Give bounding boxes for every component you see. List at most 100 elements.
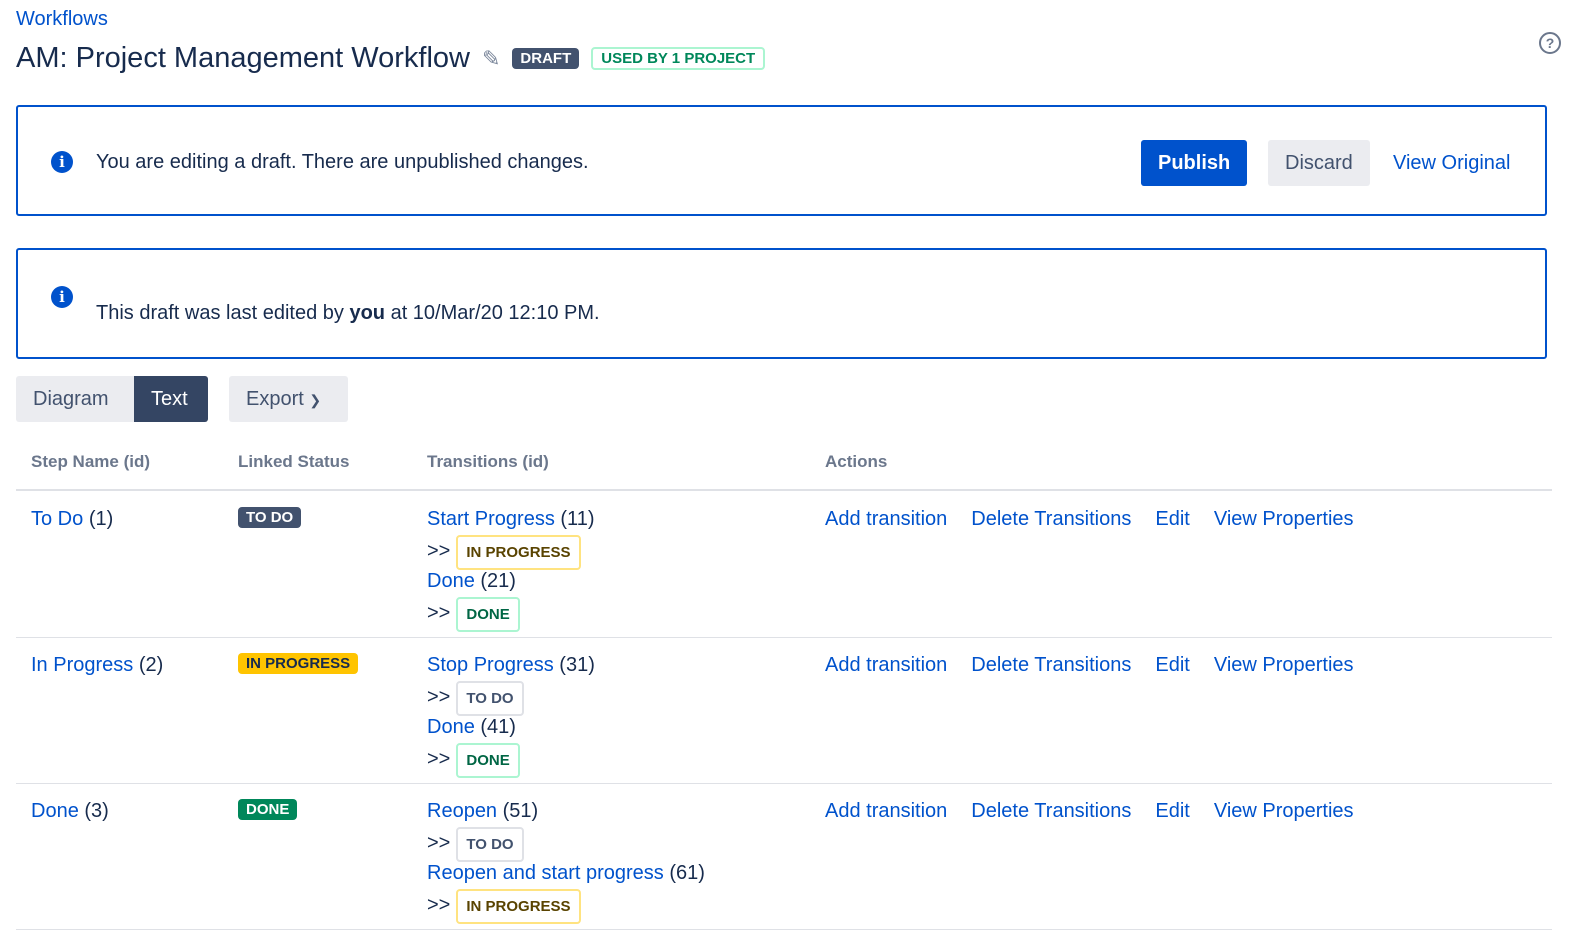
step-name-link[interactable]: To Do (31, 508, 84, 530)
view-original-link[interactable]: View Original (1393, 152, 1511, 174)
info-icon: i (51, 286, 73, 308)
header-divider (16, 489, 1552, 491)
export-label: Export (246, 388, 304, 410)
arrow-label: >> (427, 832, 451, 854)
status-cell: DONE (238, 797, 298, 820)
row-divider (16, 783, 1552, 784)
header-actions: Actions (825, 452, 888, 471)
transition-target: >> TO DO (427, 827, 705, 862)
pencil-icon[interactable]: ✎ (481, 45, 501, 71)
draft-badge: DRAFT (512, 48, 580, 69)
actions-cell: Add transition Delete Transitions Edit V… (825, 505, 1354, 533)
transition-link[interactable]: Stop Progress (427, 654, 554, 676)
target-status-lozenge: IN PROGRESS (456, 535, 581, 570)
arrow-label: >> (427, 602, 451, 624)
publish-button[interactable]: Publish (1141, 140, 1248, 186)
linked-status-lozenge: IN PROGRESS (238, 653, 359, 674)
transition: Stop Progress (31) (427, 650, 595, 681)
step-cell: Done (3) (31, 797, 109, 825)
transition-link[interactable]: Start Progress (427, 508, 555, 530)
transitions-cell: Stop Progress (31) >> TO DO Done (41) >> DO… (427, 650, 595, 778)
arrow-label: >> (427, 686, 451, 708)
target-status-lozenge: TO DO (456, 681, 524, 716)
transition-target: >> DONE (427, 743, 595, 778)
info-icon: i (51, 151, 73, 173)
transition: Start Progress (11) (427, 504, 594, 535)
target-status-lozenge: TO DO (456, 827, 524, 862)
view-properties-link[interactable]: View Properties (1213, 800, 1354, 822)
transition-link[interactable]: Done (427, 570, 475, 592)
status-cell: TO DO (238, 505, 302, 528)
page-title: AM: Project Management Workflow (16, 42, 470, 74)
draft-message: You are editing a draft. There are unpub… (96, 151, 589, 173)
message-user: you (349, 302, 386, 324)
arrow-label: >> (427, 894, 451, 916)
header-transitions: Transitions (id) (427, 452, 549, 471)
transition: Done (41) (427, 712, 595, 743)
transition-id: (11) (560, 508, 595, 530)
step-name-link[interactable]: Done (31, 800, 79, 822)
delete-transitions-link[interactable]: Delete Transitions (971, 508, 1132, 530)
transition-link[interactable]: Done (427, 716, 475, 738)
transition-id: (51) (502, 800, 539, 822)
transition-target: >> TO DO (427, 681, 595, 716)
arrow-label: >> (427, 748, 451, 770)
transition-id: (61) (669, 862, 705, 884)
step-name-link[interactable]: In Progress (31, 654, 134, 676)
discard-button[interactable]: Discard (1268, 140, 1370, 186)
transition-id: (41) (480, 716, 516, 738)
transitions-cell: Reopen (51) >> TO DO Reopen and start prog… (427, 796, 705, 924)
chevron-down-icon: ❯ (309, 392, 322, 408)
transition-target: >> IN PROGRESS (427, 535, 594, 570)
target-status-lozenge: DONE (456, 597, 520, 632)
step-cell: In Progress (2) (31, 651, 163, 679)
row-divider (16, 929, 1552, 930)
transition: Done (21) (427, 566, 594, 597)
draft-banner: i You are editing a draft. There are unp… (16, 105, 1547, 216)
step-id: (2) (138, 654, 164, 676)
step-cell: To Do (1) (31, 505, 113, 533)
edit-link[interactable]: Edit (1155, 800, 1190, 822)
edit-link[interactable]: Edit (1155, 508, 1190, 530)
transition-id: (21) (480, 570, 516, 592)
status-cell: IN PROGRESS (238, 651, 359, 674)
transition-target: >> DONE (427, 597, 594, 632)
linked-status-lozenge: TO DO (238, 507, 302, 528)
transitions-cell: Start Progress (11) >> IN PROGRESS Done (2… (427, 504, 594, 632)
transition: Reopen and start progress (61) (427, 858, 705, 889)
transition-target: >> IN PROGRESS (427, 889, 705, 924)
edit-link[interactable]: Edit (1155, 654, 1190, 676)
target-status-lozenge: IN PROGRESS (456, 889, 581, 924)
transition-id: (31) (559, 654, 595, 676)
view-properties-link[interactable]: View Properties (1213, 654, 1354, 676)
used-by-badge[interactable]: USED BY 1 PROJECT (591, 47, 766, 70)
add-transition-link[interactable]: Add transition (825, 654, 948, 676)
delete-transitions-link[interactable]: Delete Transitions (971, 800, 1132, 822)
linked-status-lozenge: DONE (238, 799, 298, 820)
last-edited-message: This draft was last edited by you at 10/… (96, 302, 600, 325)
last-edited-banner: i This draft was last edited by you at 1… (16, 248, 1547, 359)
view-properties-link[interactable]: View Properties (1213, 508, 1354, 530)
header-step: Step Name (id) (31, 452, 151, 471)
row-divider (16, 637, 1552, 638)
page-header: AM: Project Management Workflow ✎ DRAFT … (16, 42, 766, 75)
tab-text[interactable]: Text (134, 376, 208, 422)
message-prefix: This draft was last edited by (96, 302, 350, 324)
arrow-label: >> (427, 540, 451, 562)
help-icon[interactable]: ? (1539, 32, 1561, 54)
add-transition-link[interactable]: Add transition (825, 508, 948, 530)
actions-cell: Add transition Delete Transitions Edit V… (825, 797, 1354, 825)
tab-diagram[interactable]: Diagram (16, 376, 135, 422)
transition-link[interactable]: Reopen and start progress (427, 862, 664, 884)
message-suffix: at 10/Mar/20 12:10 PM. (385, 302, 600, 324)
actions-cell: Add transition Delete Transitions Edit V… (825, 651, 1354, 679)
delete-transitions-link[interactable]: Delete Transitions (971, 654, 1132, 676)
add-transition-link[interactable]: Add transition (825, 800, 948, 822)
breadcrumb-workflows[interactable]: Workflows (16, 8, 108, 30)
transition: Reopen (51) (427, 796, 705, 827)
target-status-lozenge: DONE (456, 743, 520, 778)
transition-link[interactable]: Reopen (427, 800, 498, 822)
step-id: (1) (88, 508, 114, 530)
header-status: Linked Status (238, 452, 350, 471)
export-dropdown[interactable]: Export ❯ (229, 376, 348, 422)
